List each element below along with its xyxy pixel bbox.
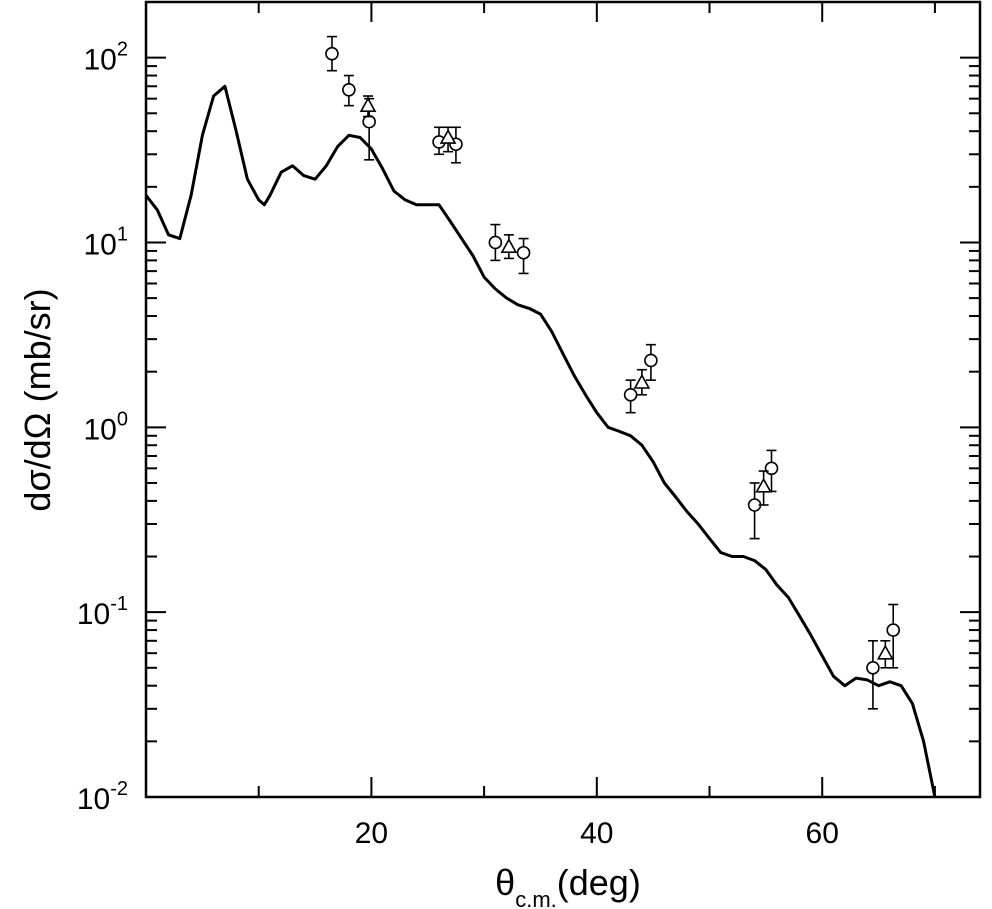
y-axis-label: dσ/dΩ (mb/sr) [17,288,58,511]
y-tick-label: 10-1 [77,593,128,631]
data-point-circle [516,245,531,260]
y-tick-exponent: 2 [117,39,128,61]
data-point-triangle [755,477,772,493]
data-point-circle [623,387,638,402]
data-point-circle [644,353,658,368]
x-axis-label: θc.m.(deg) [495,862,641,909]
y-tick-exponent: -1 [110,593,128,615]
y-tick-label: 102 [84,39,129,77]
y-tick-exponent: 0 [117,408,128,430]
y-tick-label: 10-2 [77,778,128,816]
y-tick-exponent: -2 [110,778,128,800]
data-point-circle [866,661,880,675]
x-axis-label-unit: (deg) [557,862,641,903]
x-tick-label: 20 [355,817,388,850]
data-point-circle [488,235,503,250]
data-point-triangle [439,128,457,144]
data-point-circle [764,461,779,476]
y-tick-base: 10 [84,228,117,261]
y-tick-label: 100 [84,408,129,446]
x-axis-label-symbol: θ [495,862,515,903]
x-tick-label: 40 [580,817,613,850]
data-point-circle [362,114,376,129]
y-tick-base: 10 [84,413,117,446]
data-point-circle [325,46,339,61]
data-point-triangle [633,373,651,389]
data-point-triangle [359,96,377,113]
data-point-triangle [876,644,894,660]
data-point-triangle [500,237,518,253]
y-tick-base: 10 [84,44,117,77]
theory-curve [146,84,937,797]
x-axis-label-subscript: c.m. [515,887,557,909]
data-point-circle [886,623,901,637]
y-tick-base: 10 [77,783,110,816]
plot-frame [144,0,982,799]
y-tick-base: 10 [77,598,110,631]
y-tick-label: 101 [84,223,129,261]
x-tick-label: 60 [806,817,839,850]
y-tick-exponent: 1 [117,223,128,245]
data-point-circle [342,82,356,97]
